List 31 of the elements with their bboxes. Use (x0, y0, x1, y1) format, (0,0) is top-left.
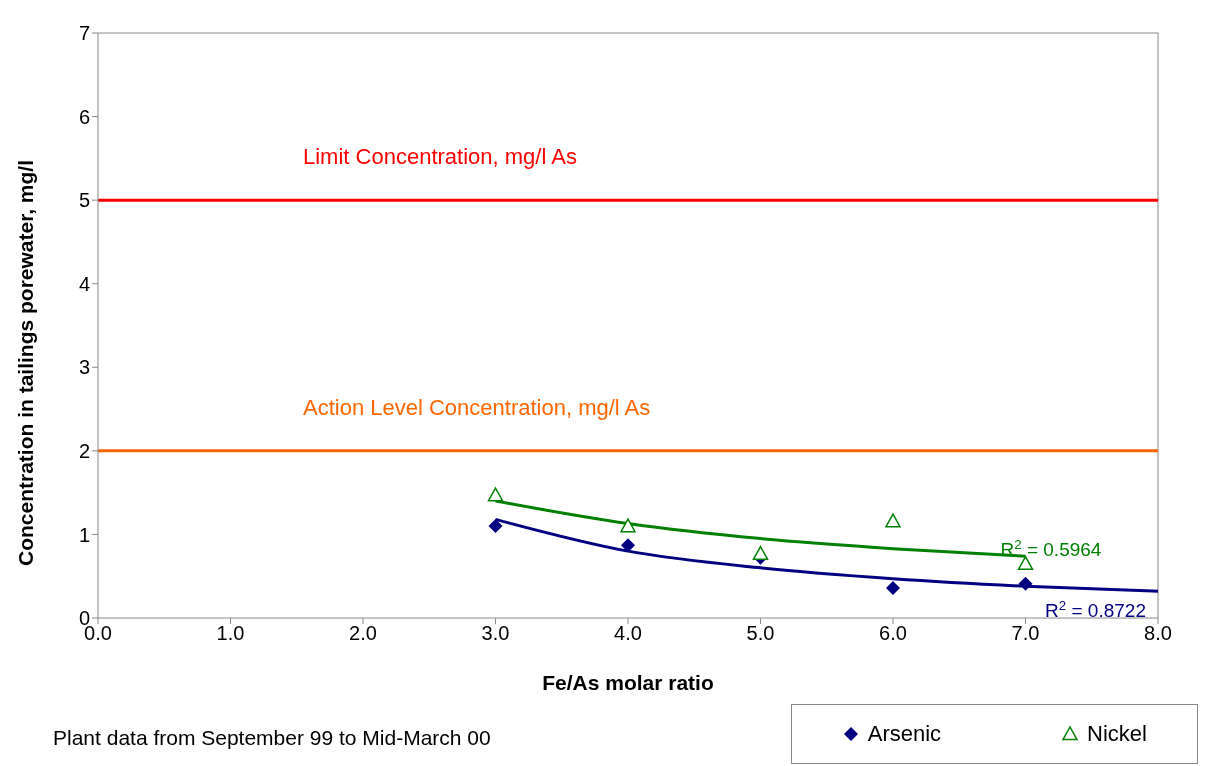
annotation: R$^{2}$ = 0.8722 (1045, 597, 1146, 622)
x-tick-label: 6.0 (879, 622, 907, 645)
point (752, 545, 769, 560)
y-axis-title: Concentration in tailings porewater, mg/l (14, 158, 38, 569)
x-tick-label: 5.0 (746, 622, 775, 645)
point (1018, 576, 1033, 591)
x-axis-title: Fe/As molar ratio (542, 671, 714, 694)
y-tick-label: 2 (78, 439, 90, 462)
x-tick-label: 7.0 (1011, 622, 1040, 645)
x-tick-label: 8.0 (1144, 622, 1172, 645)
x-tick-label: 4.0 (614, 622, 642, 645)
legend-label: Nickel (1087, 721, 1147, 747)
legend-label: Arsenic (867, 721, 942, 747)
ref-line-label: Limit Concentration, mg/l As (303, 144, 577, 170)
ref-line-label: Action Level Concentration, mg/l As (303, 394, 651, 420)
point (487, 487, 504, 502)
y-tick-label: 7 (78, 22, 90, 45)
y-tick-label: 4 (78, 272, 90, 295)
y-tick-label: 5 (78, 189, 90, 212)
point (488, 519, 503, 534)
y-tick-label: 3 (78, 356, 90, 379)
x-tick-label: 1.0 (216, 622, 245, 645)
point (1017, 555, 1034, 571)
x-tick-label: 2.0 (349, 622, 377, 645)
text: Plant data from September 99 to Mid-March 00 (53, 726, 491, 750)
x-tick-label: 3.0 (481, 622, 510, 645)
y-tick-label: 6 (78, 105, 90, 128)
point (886, 580, 900, 595)
point (620, 518, 636, 533)
point (885, 513, 901, 528)
y-tick-label: 1 (78, 523, 90, 546)
